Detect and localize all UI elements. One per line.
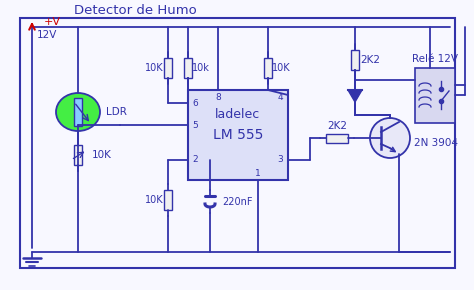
Bar xyxy=(326,133,348,142)
Bar xyxy=(264,58,272,78)
Circle shape xyxy=(370,118,410,158)
Text: 8: 8 xyxy=(215,93,221,102)
Ellipse shape xyxy=(56,93,100,131)
Text: 2K2: 2K2 xyxy=(360,55,380,65)
Text: 1: 1 xyxy=(255,168,261,177)
Text: 10K: 10K xyxy=(272,63,291,73)
Text: 3: 3 xyxy=(277,155,283,164)
Bar xyxy=(164,58,172,78)
Bar xyxy=(20,18,455,268)
Text: 10k: 10k xyxy=(192,63,210,73)
Text: 10K: 10K xyxy=(146,195,164,205)
Text: Detector de Humo: Detector de Humo xyxy=(73,5,196,17)
Bar xyxy=(184,58,192,78)
Bar xyxy=(415,68,455,122)
Text: ladelec: ladelec xyxy=(215,108,261,122)
Bar xyxy=(74,145,82,165)
Bar xyxy=(74,98,82,126)
Bar xyxy=(188,90,288,180)
Bar xyxy=(164,190,172,210)
Bar xyxy=(351,50,359,70)
Text: Relé 12V: Relé 12V xyxy=(412,55,458,64)
Text: 10K: 10K xyxy=(92,150,112,160)
Text: 2N 3904: 2N 3904 xyxy=(414,138,458,148)
Polygon shape xyxy=(348,90,362,102)
Text: 2: 2 xyxy=(192,155,198,164)
Text: 10K: 10K xyxy=(146,63,164,73)
Text: +V: +V xyxy=(44,17,61,27)
Text: 2K2: 2K2 xyxy=(327,121,347,131)
Text: 6: 6 xyxy=(192,99,198,108)
Text: LM 555: LM 555 xyxy=(213,128,263,142)
Text: 5: 5 xyxy=(192,121,198,130)
Text: LDR: LDR xyxy=(106,107,127,117)
Text: 4: 4 xyxy=(277,93,283,102)
Text: 12V: 12V xyxy=(37,30,57,40)
Text: 220nF: 220nF xyxy=(222,197,253,207)
